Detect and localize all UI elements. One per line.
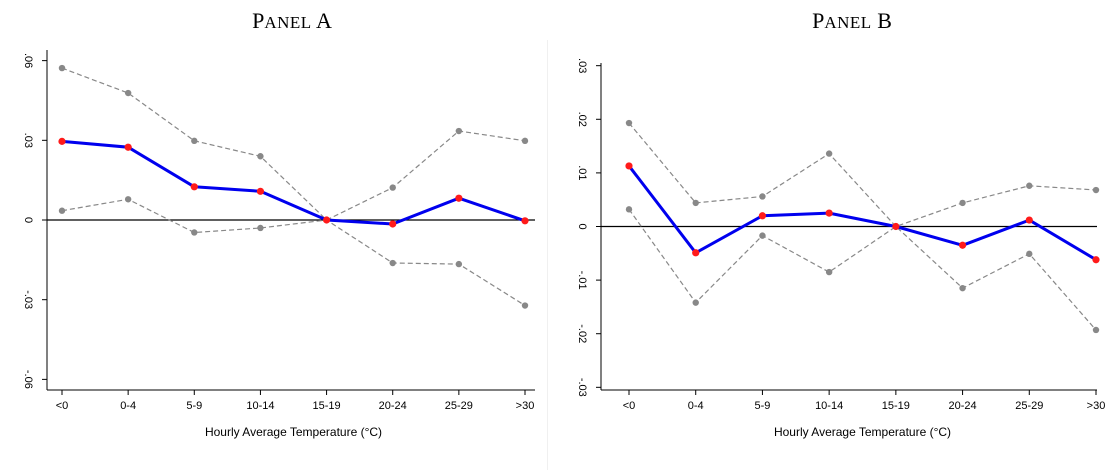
panel-a-estimate-point — [124, 143, 132, 151]
panel-b-estimate-point — [892, 222, 900, 231]
panel-a-lower-point — [455, 260, 463, 268]
panel-b-lower-point — [1026, 250, 1033, 258]
panel-a-x-tick-label: 0-4 — [120, 400, 136, 412]
panel-b-estimate-point — [1025, 216, 1033, 224]
panel-b-estimate-point — [825, 209, 833, 217]
panel-a-y-tick-label: -.06 — [22, 370, 34, 389]
panel-a-y-tick-label: 0 — [22, 217, 34, 223]
panel-b-upper-point — [625, 119, 633, 127]
panel-b-upper-line — [628, 122, 1097, 228]
panel-b-estimate-point — [1092, 256, 1100, 264]
panel-a-title: PANEL A — [252, 8, 332, 33]
panel-b-lower-point — [625, 206, 633, 213]
panel-a-chart: -.06 -.03 0 .03 .06 <0 0-4 5-9 10-14 15-19 20-24 25… — [22, 50, 535, 439]
panel-b-upper-point — [1026, 182, 1033, 189]
panel-a-x-tick-label: 10-14 — [246, 400, 274, 412]
panel-b-x-tick-label: <0 — [623, 400, 636, 412]
panel-b-lower-line — [628, 208, 1097, 331]
panel-b-lower-point — [759, 232, 766, 239]
panel-b-x-tick-label: 5-9 — [754, 400, 770, 412]
panel-b-upper-point — [692, 199, 699, 207]
panel-b-estimate-line — [627, 164, 1097, 261]
panel-a-x-tick-label: 15-19 — [313, 400, 341, 412]
panel-b-y-tick-label: -.02 — [576, 324, 588, 343]
panel-a-x-tick-label: 25-29 — [445, 400, 473, 412]
panel-a-estimate-point — [58, 137, 66, 145]
panel-b-estimate-point — [758, 212, 767, 220]
panel-a-lower-line — [61, 198, 526, 307]
panel-a-y-tick-label: .06 — [22, 53, 34, 68]
panel-a-x-tick-label: 5-9 — [186, 400, 202, 412]
panel-b-y-tick-label: -.01 — [576, 271, 588, 290]
panel-b-upper-point — [759, 193, 766, 200]
panel-a-lower-point — [191, 229, 198, 236]
panel-a-upper-line — [61, 67, 526, 221]
panel-a-upper-point — [257, 153, 264, 160]
panel-a-estimate-point — [256, 187, 265, 195]
panel-b-lower-point — [1092, 326, 1100, 334]
panel-b-upper-point — [825, 150, 833, 157]
panel-b-title: PANEL B — [812, 8, 892, 33]
panel-b-y-tick-label: -.03 — [576, 378, 588, 397]
panel-b-x-tick-label: 10-14 — [815, 400, 843, 412]
panel-a-upper-point — [455, 127, 463, 135]
panel-a-lower-point — [58, 207, 66, 214]
panel-b-y-tick-label: .02 — [576, 112, 588, 127]
panel-a-lower-point — [389, 259, 396, 267]
panel-b-x-tick-label: >30 — [1087, 400, 1106, 412]
panel-a-lower-point — [257, 224, 264, 232]
panel-a-lower-point — [521, 302, 529, 309]
panel-a-upper-point — [124, 89, 132, 97]
panel-b-y-tick-label: .03 — [576, 58, 588, 73]
panel-b-x-tick-label: 25-29 — [1015, 400, 1043, 412]
panel-divider — [547, 40, 548, 470]
panel-b-upper-point — [959, 199, 966, 207]
panel-b-y-tick-label: 0 — [576, 223, 588, 229]
panel-a-estimate-line — [61, 139, 526, 226]
panel-b-x-tick-label: 0-4 — [688, 400, 704, 412]
panel-a-x-tick-label: >30 — [516, 400, 535, 412]
panel-a-y-tick-label: -.03 — [22, 290, 34, 309]
panel-a-estimate-point — [389, 220, 397, 228]
panel-a-estimate-point — [455, 194, 463, 202]
panel-a-y-tick-label: .03 — [22, 133, 34, 148]
panel-b-x-tick-label: 15-19 — [882, 400, 910, 412]
panel-b-x-axis-title: Hourly Average Temperature (°C) — [774, 425, 951, 439]
panel-b-lower-point — [692, 299, 699, 306]
panel-a-x-tick-label: 20-24 — [379, 400, 407, 412]
panel-a-x-axis-title: Hourly Average Temperature (°C) — [205, 425, 382, 439]
panel-b-estimate-point — [958, 241, 967, 249]
panel-b-chart: -.03 -.02 -.01 0 .01 .02 .03 <0 0-4 5-9 10-14 15-19… — [576, 58, 1106, 439]
panel-b-y-tick-label: .01 — [576, 165, 588, 180]
panel-b-x-tick-label: 20-24 — [949, 400, 977, 412]
panel-a-upper-point — [58, 64, 66, 72]
panel-b-lower-point — [825, 268, 833, 276]
panel-a-estimate-point — [190, 183, 198, 191]
panel-b-lower-point — [959, 284, 966, 292]
panel-b-estimate-point — [692, 249, 700, 257]
panel-a-upper-point — [191, 137, 198, 145]
panel-b-estimate-point — [625, 162, 633, 170]
panel-a-upper-point — [389, 184, 396, 191]
panel-b-upper-point — [1092, 186, 1100, 194]
panel-a-estimate-point — [521, 217, 529, 225]
panel-a-upper-point — [521, 137, 529, 145]
panel-a-lower-point — [124, 196, 132, 203]
panel-a-estimate-point — [322, 216, 331, 224]
panel-a-x-tick-label: <0 — [56, 400, 69, 412]
